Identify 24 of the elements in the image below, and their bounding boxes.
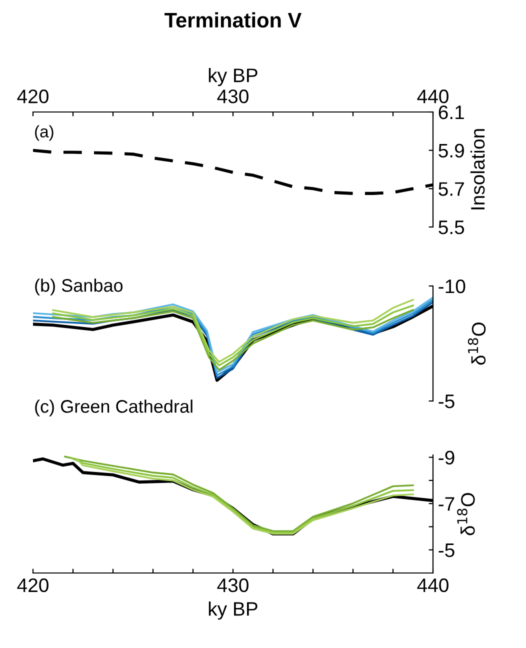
chart-title: (b) Sanbao [35,278,123,296]
chart-title: (c) Green Cathedral [35,400,192,416]
x-tick-label: 430 [217,90,248,104]
x-tick-label: 430 [217,578,248,592]
annotation: (a) [35,125,54,141]
y-tick-label: -7 [438,497,454,511]
y-tick-label: -5 [438,544,454,558]
x-tick-label: 440 [417,90,448,104]
y-tick-label: 6.1 [438,105,464,120]
y-tick-label: 5.7 [438,182,464,196]
x-tick-label: 420 [17,90,48,104]
chart-title: Termination V [164,12,302,28]
y-axis-title: δ$^{18}$O [457,493,475,536]
y-tick-label: -10 [438,279,466,294]
y-tick-label: 5.5 [438,220,464,234]
y-axis-title: δ$^{18}$O [468,322,486,365]
x-axis-title: ky BP [208,68,258,86]
y-tick-label: -9 [438,450,454,465]
x-tick-label: 420 [17,578,48,592]
y-axis-title: Insolation [470,129,485,210]
x-tick-label: 440 [417,578,448,592]
y-tick-label: -5 [438,394,454,408]
x-axis-title: ky BP [208,602,258,620]
y-tick-label: 5.9 [438,144,464,158]
